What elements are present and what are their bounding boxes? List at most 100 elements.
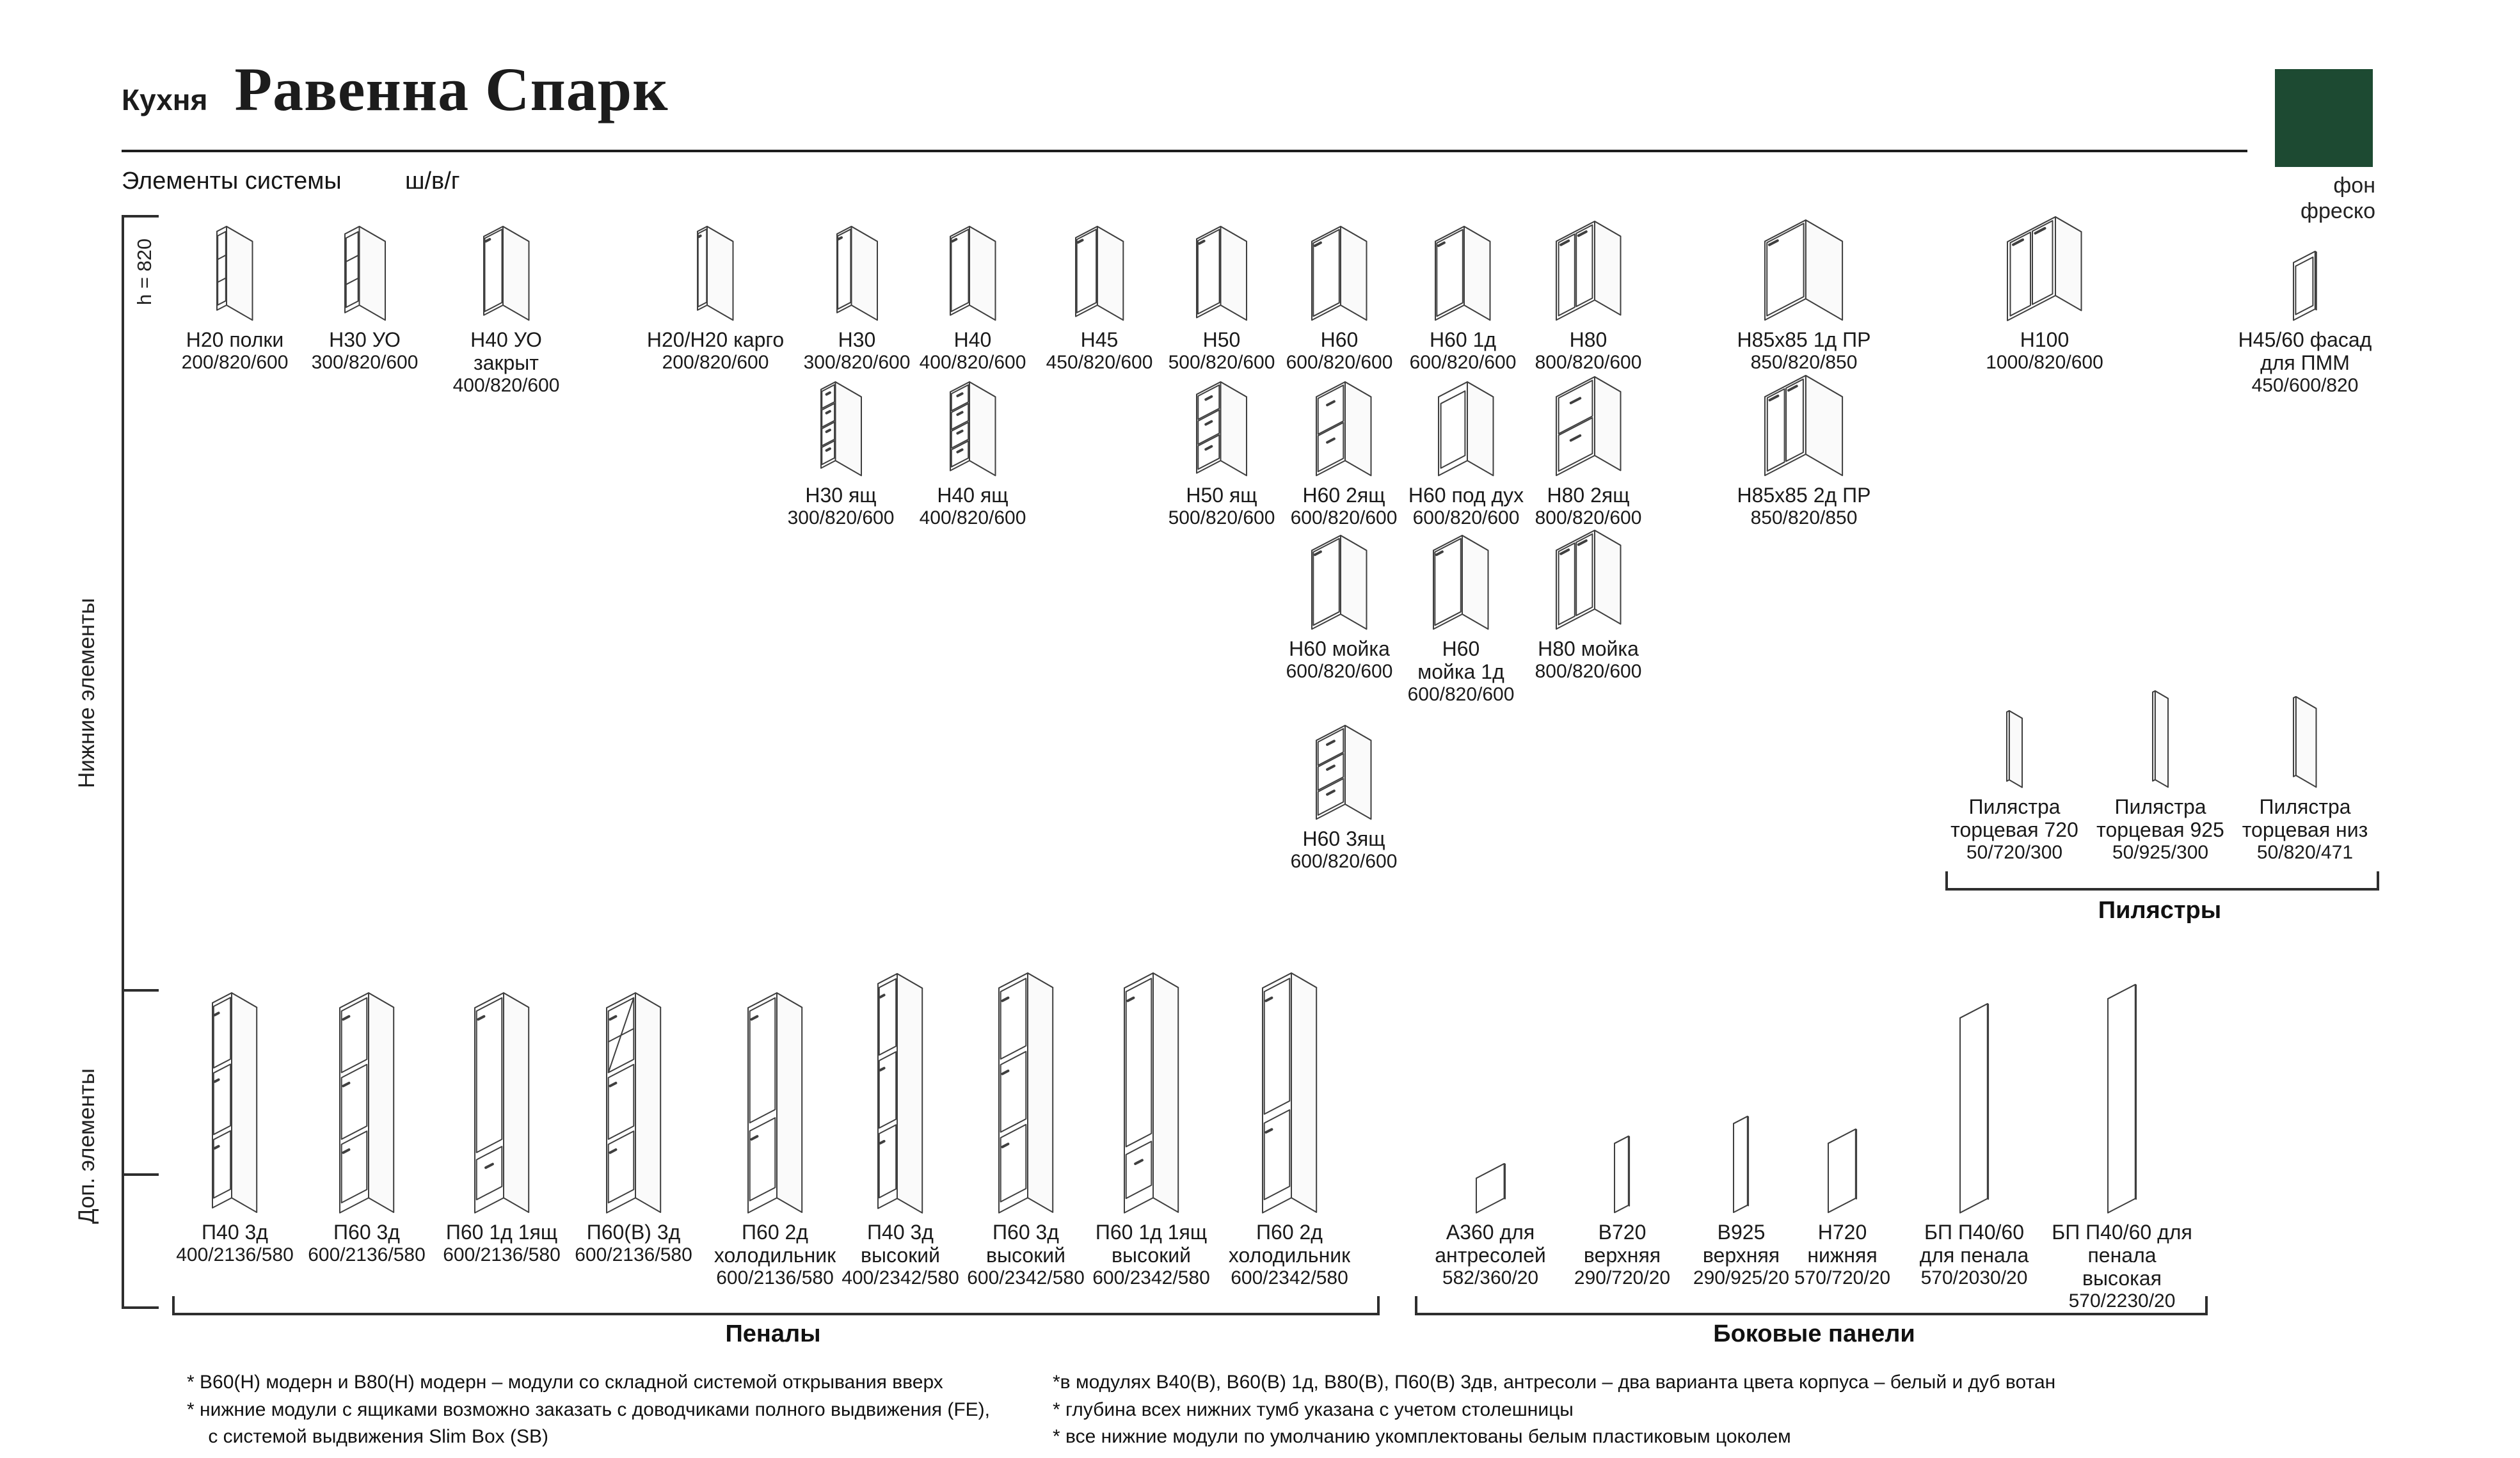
module-penals-8: П60 2д холодильник 600/2342/580: [1219, 971, 1360, 1290]
module-drawing-icon: [705, 990, 845, 1216]
module-drawing-icon: [1219, 971, 1360, 1216]
module-drawing-icon: [1273, 379, 1414, 479]
module-name: Н50: [1202, 328, 1241, 351]
module-bottom_row2-1: Н40 ящ 400/820/600: [902, 379, 1043, 530]
module-dims: 600/820/600: [1290, 507, 1398, 529]
module-drawing-icon: [436, 224, 577, 323]
module-name: Н40: [953, 328, 992, 351]
module-drawing-icon: [2235, 694, 2375, 790]
module-dims: 200/820/600: [181, 352, 289, 374]
module-bottom_row2-2: Н50 ящ 500/820/600: [1151, 379, 1292, 530]
module-dims: 800/820/600: [1535, 507, 1642, 529]
module-dims: 600/2136/580: [575, 1244, 692, 1266]
module-dims: 450/600/820: [2251, 375, 2359, 397]
module-drawing-icon: [1151, 379, 1292, 479]
module-drawing-icon: [296, 990, 437, 1216]
module-penals-1: П60 3д 600/2136/580: [296, 990, 437, 1267]
module-penals-2: П60 1д 1ящ 600/2136/580: [431, 990, 572, 1267]
side-panels-bracket: [1415, 1296, 2208, 1315]
module-dims: 500/820/600: [1168, 507, 1275, 529]
module-pilasters-2: Пилястра торцевая низ 50/820/471: [2235, 694, 2375, 864]
module-name: Н85х85 2д ПР: [1737, 484, 1871, 507]
module-name: Н60 1д: [1429, 328, 1497, 351]
module-dims: 600/820/600: [1286, 352, 1393, 374]
module-drawing-icon: [2052, 982, 2192, 1216]
module-drawing-icon: [1029, 224, 1170, 323]
module-drawing-icon: [1734, 373, 1874, 479]
module-bottom_row2-6: Н85х85 2д ПР 850/820/850: [1734, 373, 1874, 530]
module-drawing-icon: [1734, 218, 1874, 323]
penals-bracket: [172, 1296, 1380, 1315]
module-bottom_row1-9: Н60 1д 600/820/600: [1392, 224, 1533, 374]
module-dims: 290/720/20: [1574, 1267, 1671, 1289]
module-name: Н45/60 фасад для ПММ: [2238, 328, 2372, 375]
module-drawing-icon: [1944, 708, 2085, 790]
module-bottom_row3-0: Н60 мойка 600/820/600: [1269, 533, 1410, 683]
module-side_panels-4: БП П40/60 для пенала 570/2030/20: [1904, 1001, 2045, 1290]
module-dims: 800/820/600: [1535, 352, 1642, 374]
module-drawing-icon: [1671, 1114, 1812, 1216]
module-dims: 600/2342/580: [967, 1267, 1085, 1289]
module-dims: 400/2136/580: [176, 1244, 294, 1266]
module-dims: 400/820/600: [919, 352, 1026, 374]
color-swatch-label: фон фреско: [2301, 173, 2375, 224]
module-bottom_row1-4: Н30 300/820/600: [786, 224, 927, 374]
module-dims: 570/720/20: [1794, 1267, 1891, 1289]
module-dims: 850/820/850: [1750, 507, 1858, 529]
module-drawing-icon: [1151, 224, 1292, 323]
module-name: П60 3д: [333, 1221, 400, 1244]
module-penals-4: П60 2д холодильник 600/2136/580: [705, 990, 845, 1290]
module-dims: 600/820/600: [1286, 661, 1393, 683]
module-name: П60 3д высокий: [986, 1221, 1065, 1267]
module-drawing-icon: [770, 379, 911, 479]
module-dims: 600/2136/580: [308, 1244, 426, 1266]
module-dims: 300/820/600: [787, 507, 895, 529]
module-bottom_row1-6: Н45 450/820/600: [1029, 224, 1170, 374]
module-dims: 50/925/300: [2112, 842, 2209, 864]
module-name: Н20/Н20 карго: [646, 328, 785, 351]
module-name: БП П40/60 для пенала высокая: [2052, 1221, 2192, 1290]
module-name: В925 верхняя: [1702, 1221, 1780, 1267]
module-name: Н60 2ящ: [1302, 484, 1385, 507]
module-name: Пилястра торцевая низ: [2242, 795, 2368, 842]
module-bottom_row2-0: Н30 ящ 300/820/600: [770, 379, 911, 530]
kitchen-word: Кухня: [122, 83, 208, 116]
footnotes-right: *в модулях В40(В), В60(В) 1д, В80(В), П6…: [1053, 1372, 2056, 1448]
module-penals-5: П40 3д высокий 400/2342/580: [830, 971, 971, 1290]
module-bottom_row2-4: Н60 под дух 600/820/600: [1396, 379, 1536, 530]
pilasters-header: Пилястры: [2098, 897, 2222, 924]
module-pilasters-0: Пилястра торцевая 720 50/720/300: [1944, 708, 2085, 864]
module-drawing-icon: [902, 224, 1043, 323]
module-dims: 290/925/20: [1693, 1267, 1790, 1289]
module-drawing-icon: [1974, 214, 2115, 323]
module-name: Н40 УО закрыт: [470, 328, 542, 375]
module-dims: 600/2342/580: [1231, 1267, 1348, 1289]
module-bottom_row1-1: Н30 УО 300/820/600: [294, 224, 435, 374]
module-name: Н80: [1569, 328, 1607, 351]
module-penals-3: П60(В) 3д 600/2136/580: [563, 990, 704, 1267]
module-name: П60 1д 1ящ высокий: [1095, 1221, 1208, 1267]
module-drawing-icon: [1081, 971, 1222, 1216]
module-dims: 600/820/600: [1409, 352, 1517, 374]
module-drawing-icon: [1904, 1001, 2045, 1216]
penals-header: Пеналы: [725, 1320, 821, 1347]
module-name: Н100: [2020, 328, 2069, 351]
module-drawing-icon: [645, 224, 786, 323]
module-drawing-icon: [1273, 723, 1414, 822]
module-name: Пилястра торцевая 720: [1950, 795, 2078, 842]
module-penals-0: П40 3д 400/2136/580: [164, 990, 305, 1267]
module-name: Н30 УО: [329, 328, 401, 351]
module-side_panels-0: А360 для антресолей 582/360/20: [1420, 1161, 1561, 1290]
module-drawing-icon: [1396, 379, 1536, 479]
module-drawing-icon: [1552, 1134, 1693, 1216]
page-title-row: Кухня Равенна Спарк: [122, 54, 669, 125]
module-dims: 200/820/600: [662, 352, 769, 374]
module-bottom_row1-13: Н45/60 фасад для ПММ 450/600/820: [2235, 249, 2375, 397]
module-dims: 50/720/300: [1966, 842, 2063, 864]
module-name: Н720 нижняя: [1807, 1221, 1878, 1267]
module-name: БП П40/60 для пенала: [1919, 1221, 2029, 1267]
module-name: П40 3д высокий: [861, 1221, 940, 1267]
module-bottom_row1-5: Н40 400/820/600: [902, 224, 1043, 374]
pilasters-bracket: [1945, 871, 2379, 891]
module-bottom_row2-5: Н80 2ящ 800/820/600: [1518, 374, 1659, 530]
